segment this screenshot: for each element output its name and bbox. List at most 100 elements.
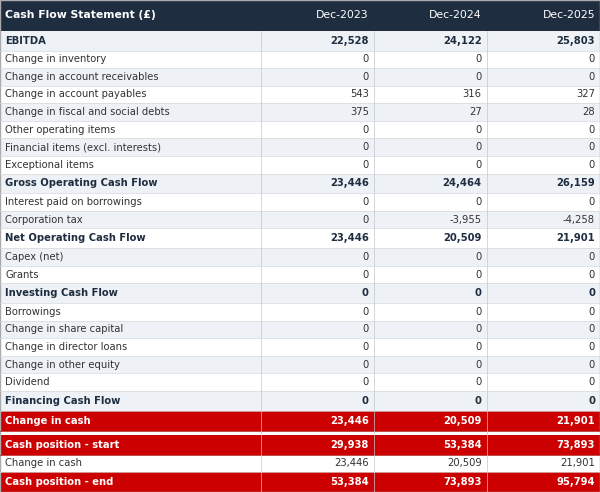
Text: 327: 327 [576, 90, 595, 99]
Text: 0: 0 [362, 270, 369, 279]
Text: Net Operating Cash Flow: Net Operating Cash Flow [5, 233, 146, 244]
Text: 0: 0 [589, 377, 595, 387]
Text: Change in director loans: Change in director loans [5, 342, 127, 352]
Text: Exceptional items: Exceptional items [5, 160, 94, 170]
Text: Change in share capital: Change in share capital [5, 324, 123, 335]
Text: 0: 0 [362, 324, 369, 335]
Text: 27: 27 [469, 107, 482, 117]
Bar [0, 121, 600, 138]
Text: Cash Flow Statement (£): Cash Flow Statement (£) [5, 10, 156, 20]
Text: 0: 0 [362, 307, 369, 317]
Bar [0, 0, 600, 31]
Bar [0, 391, 600, 411]
Text: 0: 0 [362, 360, 369, 369]
Text: 0: 0 [589, 72, 595, 82]
Text: 22,528: 22,528 [331, 35, 369, 46]
Text: 26,159: 26,159 [556, 179, 595, 188]
Bar [0, 455, 600, 472]
Text: 0: 0 [475, 270, 482, 279]
Text: 0: 0 [475, 160, 482, 170]
Bar [0, 156, 600, 174]
Text: Borrowings: Borrowings [5, 307, 61, 317]
Text: Financial items (excl. interests): Financial items (excl. interests) [5, 142, 161, 152]
Text: 0: 0 [588, 396, 595, 406]
Text: Change in other equity: Change in other equity [5, 360, 120, 369]
Text: Dec-2023: Dec-2023 [316, 10, 369, 20]
Text: 0: 0 [589, 160, 595, 170]
Text: 0: 0 [589, 342, 595, 352]
Text: Dec-2024: Dec-2024 [429, 10, 482, 20]
Bar [0, 435, 600, 455]
Bar [0, 373, 600, 391]
Text: Change in account receivables: Change in account receivables [5, 72, 158, 82]
Text: 0: 0 [475, 124, 482, 135]
Text: 0: 0 [362, 142, 369, 152]
Text: 0: 0 [475, 72, 482, 82]
Text: Change in fiscal and social debts: Change in fiscal and social debts [5, 107, 170, 117]
Bar [0, 266, 600, 283]
Text: 0: 0 [475, 288, 482, 298]
Text: 0: 0 [362, 342, 369, 352]
Text: 0: 0 [589, 270, 595, 279]
Text: 24,464: 24,464 [442, 179, 482, 188]
Text: 0: 0 [362, 396, 369, 406]
Text: 0: 0 [362, 288, 369, 298]
Text: 0: 0 [589, 324, 595, 335]
Text: -3,955: -3,955 [449, 215, 482, 225]
Text: Change in inventory: Change in inventory [5, 54, 106, 64]
Text: Financing Cash Flow: Financing Cash Flow [5, 396, 121, 406]
Text: 0: 0 [362, 160, 369, 170]
Text: Interest paid on borrowings: Interest paid on borrowings [5, 197, 142, 207]
Text: Change in account payables: Change in account payables [5, 90, 146, 99]
Text: 29,938: 29,938 [331, 440, 369, 450]
Text: EBITDA: EBITDA [5, 35, 46, 46]
Text: 0: 0 [589, 197, 595, 207]
Text: Gross Operating Cash Flow: Gross Operating Cash Flow [5, 179, 157, 188]
Bar [0, 51, 600, 68]
Text: Grants: Grants [5, 270, 38, 279]
Bar [0, 193, 600, 211]
Text: 0: 0 [589, 54, 595, 64]
Text: 375: 375 [350, 107, 369, 117]
Text: 0: 0 [475, 324, 482, 335]
Text: 95,794: 95,794 [556, 477, 595, 487]
Text: Change in cash: Change in cash [5, 416, 91, 426]
Bar [0, 303, 600, 321]
Bar [0, 138, 600, 156]
Text: 20,509: 20,509 [447, 459, 482, 468]
Text: 0: 0 [362, 215, 369, 225]
Text: Dividend: Dividend [5, 377, 50, 387]
Text: 0: 0 [589, 252, 595, 262]
Text: 23,446: 23,446 [334, 459, 369, 468]
Text: 0: 0 [589, 124, 595, 135]
Text: -4,258: -4,258 [563, 215, 595, 225]
Text: 0: 0 [362, 252, 369, 262]
Text: 0: 0 [475, 377, 482, 387]
Text: 21,901: 21,901 [556, 233, 595, 244]
Text: 53,384: 53,384 [443, 440, 482, 450]
Text: 20,509: 20,509 [443, 233, 482, 244]
Bar [0, 86, 600, 103]
Bar [0, 211, 600, 228]
Bar [0, 430, 600, 435]
Text: 0: 0 [475, 396, 482, 406]
Text: 23,446: 23,446 [330, 416, 369, 426]
Text: 0: 0 [475, 197, 482, 207]
Text: 0: 0 [589, 360, 595, 369]
Text: 21,901: 21,901 [560, 459, 595, 468]
Text: Change in cash: Change in cash [5, 459, 82, 468]
Bar [0, 472, 600, 492]
Text: 0: 0 [475, 54, 482, 64]
Text: Cash position - end: Cash position - end [5, 477, 113, 487]
Text: 0: 0 [589, 142, 595, 152]
Text: Capex (net): Capex (net) [5, 252, 64, 262]
Text: 0: 0 [362, 197, 369, 207]
Bar [0, 411, 600, 430]
Text: 316: 316 [463, 90, 482, 99]
Bar [0, 31, 600, 51]
Text: 0: 0 [475, 360, 482, 369]
Text: 0: 0 [475, 252, 482, 262]
Bar [0, 228, 600, 248]
Bar [0, 321, 600, 338]
Text: 23,446: 23,446 [330, 233, 369, 244]
